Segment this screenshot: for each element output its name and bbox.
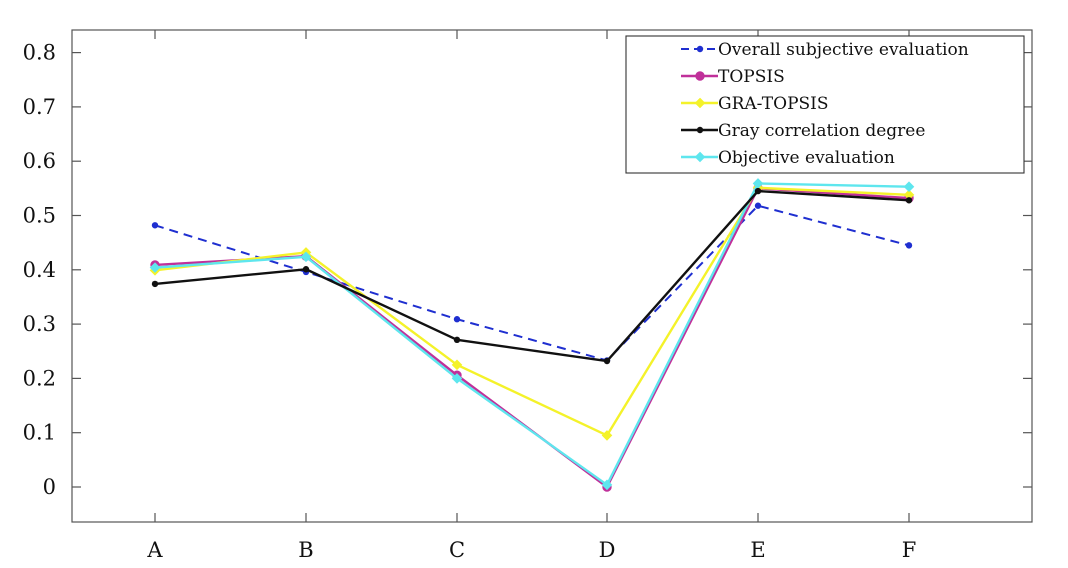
data-point [453, 316, 461, 323]
data-point [601, 430, 613, 441]
legend-entry: TOPSIS [681, 67, 785, 87]
y-tick-label: 0.5 [23, 204, 56, 228]
y-tick-label: 0.6 [23, 149, 56, 173]
data-point [300, 251, 312, 263]
data-point [754, 187, 762, 195]
plot-frame [71, 29, 1033, 523]
y-tick-label: 0.7 [23, 95, 56, 119]
y-tick-label: 0.3 [23, 312, 56, 336]
data-point [603, 357, 611, 365]
y-tick-label: 0.4 [23, 258, 56, 282]
series-overall-subjective-evaluation [151, 202, 913, 364]
data-point [151, 222, 159, 229]
x-tick-label: C [449, 538, 465, 562]
legend-swatch-marker [694, 151, 706, 163]
legend-entry: Objective evaluation [681, 148, 895, 168]
y-tick-label: 0 [43, 475, 56, 499]
y-axis: 0 0.1 0.2 0.3 0.4 0.5 0.6 0.7 0.8 [23, 41, 1032, 499]
series-line [154, 204, 910, 362]
series-lines [149, 178, 915, 492]
series-gray-correlation-degree [151, 187, 913, 365]
data-point [151, 280, 159, 288]
y-tick-label: 0.8 [23, 41, 56, 65]
legend: Overall subjective evaluation TOPSIS GRA-T… [625, 35, 1025, 174]
y-tick-label: 0.2 [23, 366, 56, 390]
series-topsis [150, 183, 914, 492]
series-line [154, 182, 910, 487]
data-point [601, 479, 613, 491]
series-line [154, 187, 910, 489]
data-point [149, 262, 161, 273]
legend-swatch-marker [695, 71, 705, 81]
x-tick-label: D [599, 538, 616, 562]
legend-entry: GRA-TOPSIS [681, 94, 829, 114]
x-tick-label: E [750, 538, 765, 562]
x-tick-label: F [902, 538, 917, 562]
legend-entry: Gray correlation degree [681, 121, 925, 141]
legend-swatch-marker [694, 97, 706, 109]
x-tick-label: A [146, 538, 163, 562]
legend-label: Objective evaluation [718, 148, 895, 168]
series-objective-evaluation [149, 178, 915, 491]
y-tick-label: 0.1 [23, 421, 56, 445]
legend-label: GRA-TOPSIS [718, 94, 829, 114]
data-point [905, 197, 913, 204]
x-tick-label: B [298, 538, 313, 562]
data-point [905, 242, 913, 249]
data-point [453, 336, 461, 344]
legend-swatch-marker [696, 45, 704, 53]
data-point [754, 202, 762, 209]
legend-box [625, 35, 1025, 174]
legend-swatch-marker [696, 126, 704, 134]
legend-entry: Overall subjective evaluation [681, 40, 969, 60]
legend-label: TOPSIS [718, 67, 785, 87]
data-point [302, 266, 310, 273]
legend-label: Gray correlation degree [718, 121, 925, 141]
data-point [451, 373, 463, 384]
legend-label: Overall subjective evaluation [718, 40, 969, 60]
data-point [903, 181, 915, 193]
x-axis: A B C D E F [146, 30, 916, 562]
data-point [451, 359, 463, 371]
series-line [154, 186, 910, 437]
series-line [154, 189, 910, 363]
series-gra-topsis [149, 182, 915, 441]
